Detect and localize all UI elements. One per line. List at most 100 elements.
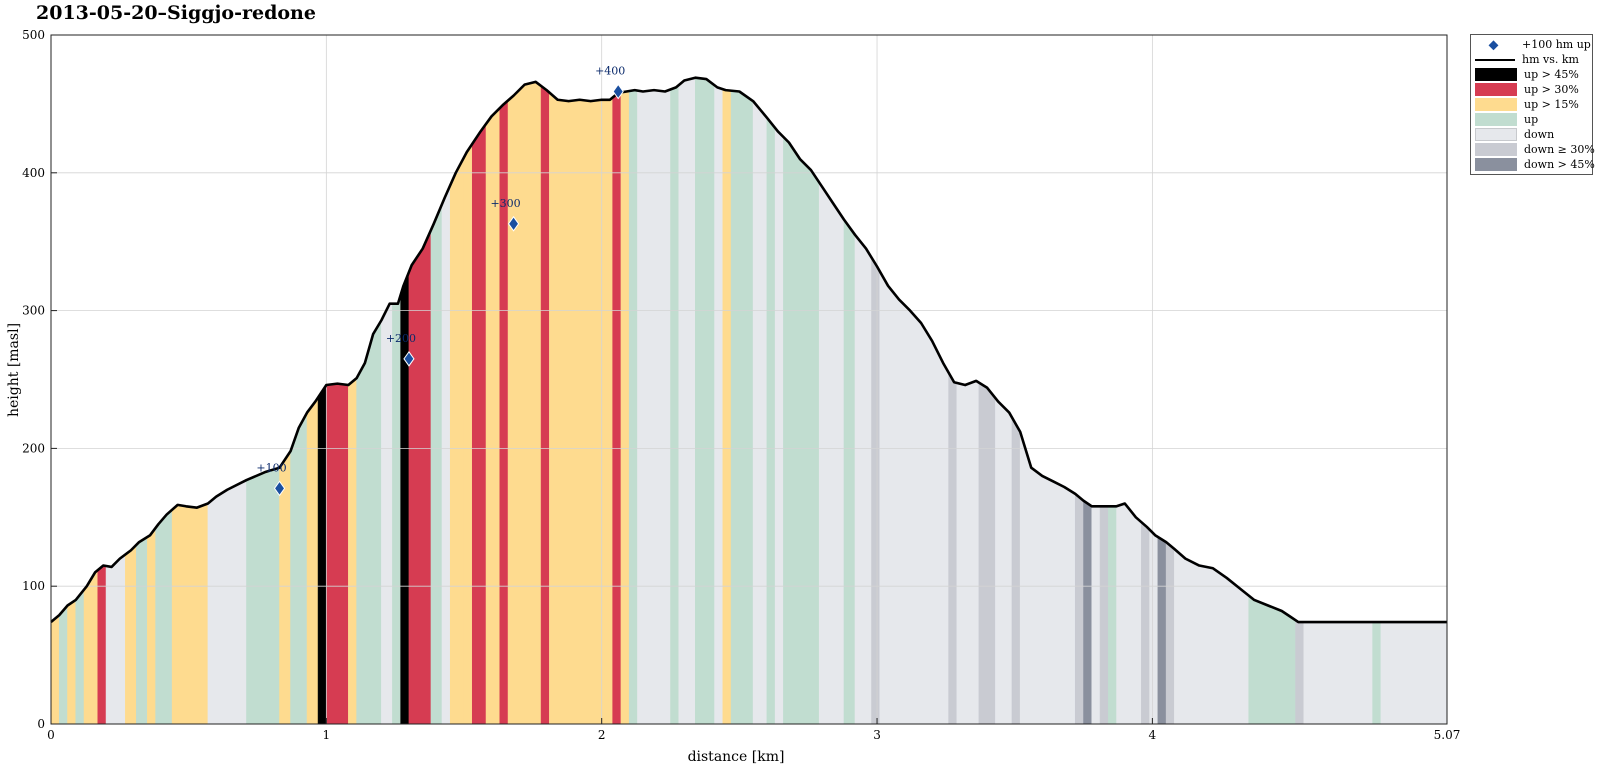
legend-item-up15: up > 15%	[1471, 97, 1592, 112]
segment-up30	[408, 229, 432, 725]
legend-item-down30: down ≥ 30%	[1471, 142, 1595, 157]
segment-up15	[348, 377, 357, 725]
segment-down	[818, 181, 845, 725]
segment-down	[1091, 505, 1101, 725]
segment-down30	[871, 256, 881, 725]
legend-label: up	[1524, 113, 1539, 126]
segment-up15	[507, 81, 542, 725]
segment-up	[1108, 505, 1117, 725]
x-tick-label: 5.07	[1434, 728, 1461, 742]
segment-down	[714, 84, 724, 725]
segment-up15	[147, 526, 156, 725]
x-tick-label: 2	[598, 728, 606, 742]
segment-down30	[1165, 541, 1175, 725]
segment-up	[430, 204, 443, 725]
segment-down30	[948, 371, 958, 725]
profile-line-group	[50, 76, 1447, 624]
chart-title: 2013-05-20–Siggjo-redone	[36, 2, 316, 24]
legend-label: down ≥ 30%	[1524, 143, 1595, 156]
segment-up15	[83, 569, 99, 725]
segment-up	[75, 588, 85, 725]
legend-item-up30: up > 30%	[1471, 82, 1592, 97]
segment-up15	[50, 614, 60, 725]
marker-diamond	[273, 480, 286, 497]
marker-diamond	[507, 215, 520, 232]
legend-swatch	[1475, 158, 1517, 171]
segment-down	[1116, 503, 1142, 725]
segment-up45	[317, 384, 327, 725]
segment-up	[695, 77, 715, 725]
segment-up15	[125, 544, 137, 725]
legend-label: down	[1524, 128, 1555, 141]
segment-up	[843, 218, 856, 725]
segment-up15	[722, 88, 732, 725]
legend-swatch	[1475, 128, 1517, 141]
legend-swatch	[1475, 113, 1517, 126]
segment-down	[105, 565, 112, 725]
x-tick-label: 0	[47, 728, 55, 742]
segment-up30	[612, 92, 622, 725]
segment-up	[766, 116, 776, 725]
legend-label: down > 45%	[1524, 158, 1595, 171]
legend-label: +100 hm up	[1522, 38, 1591, 51]
legend-label: up > 15%	[1524, 98, 1579, 111]
segment-down	[111, 553, 126, 725]
legend-swatch	[1475, 54, 1515, 65]
legend-item-marker: +100 hm up	[1471, 37, 1592, 52]
segment-down	[381, 303, 393, 725]
y-tick-label: 500	[22, 28, 45, 42]
legend-swatch	[1475, 83, 1517, 96]
segment-up	[136, 536, 148, 725]
marker-label: +300	[490, 197, 520, 210]
segment-down	[1380, 621, 1448, 725]
marker-diamond	[403, 350, 415, 367]
segment-up30	[540, 85, 550, 725]
segment-down	[1303, 621, 1373, 725]
segment-up15	[549, 91, 614, 725]
marker-label: +400	[595, 64, 625, 77]
segment-up	[783, 136, 820, 725]
segment-down30	[1011, 416, 1021, 725]
segment-up	[628, 89, 638, 725]
legend-label: hm vs. km	[1522, 53, 1579, 66]
segment-down45	[1157, 536, 1167, 725]
segment-down	[1174, 548, 1250, 725]
segment-down	[752, 100, 768, 725]
segment-down	[678, 77, 696, 725]
segment-up	[1372, 621, 1382, 725]
segment-down30	[1141, 521, 1150, 725]
segment-up	[670, 84, 680, 725]
x-axis-label: distance [km]	[688, 749, 785, 765]
segment-down30	[1295, 619, 1305, 725]
legend-label: up > 45%	[1524, 68, 1579, 81]
segment-up30	[97, 565, 107, 725]
y-tick-label: 0	[37, 717, 45, 731]
segment-down	[879, 270, 949, 725]
segment-down	[956, 380, 980, 725]
axes-box	[50, 34, 1448, 725]
segment-up15	[306, 396, 319, 725]
segment-up	[730, 90, 754, 725]
segment-down	[441, 185, 451, 725]
legend-swatch	[1475, 98, 1517, 111]
y-tick-label: 400	[22, 166, 45, 180]
legend-swatch	[1475, 143, 1517, 156]
segment-up30	[326, 383, 349, 725]
segment-up	[58, 604, 68, 725]
tick-labels: 0 1 2 3 4 5.07 0 100 200 300 400 500	[22, 28, 1460, 742]
y-tick-label: 300	[22, 304, 45, 318]
segment-up	[364, 319, 382, 725]
segment-up30	[471, 122, 487, 725]
legend-item-up: up	[1471, 112, 1592, 127]
segment-up	[246, 467, 280, 725]
profile-line	[50, 76, 1447, 624]
segment-up	[356, 362, 366, 725]
legend: +100 hm up hm vs. km up > 45% up > 30% up > …	[1470, 34, 1595, 175]
segment-down	[1149, 528, 1159, 725]
segment-down	[637, 88, 671, 725]
segment-down45	[1083, 500, 1093, 725]
segment-down	[774, 127, 784, 725]
legend-swatch	[1475, 39, 1515, 51]
legend-item-down: down	[1471, 127, 1592, 142]
